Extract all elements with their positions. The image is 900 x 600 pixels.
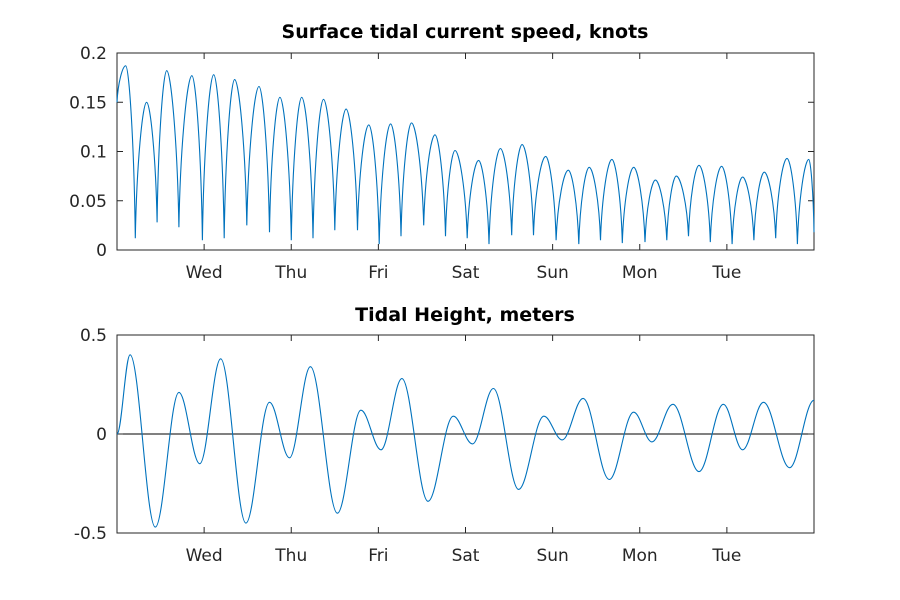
tidal-height-x-tick-label: Fri	[368, 546, 388, 566]
tidal-height-title: Tidal Height, meters	[355, 304, 575, 326]
tidal-height-y-tick-label: -0.5	[74, 524, 107, 544]
tidal-height-y-tick-label: 0	[96, 425, 107, 445]
current-speed-y-tick-labels: 0 0.05 0.1 0.15 0.2	[69, 44, 107, 261]
tidal-height-x-tick-label: Wed	[186, 546, 223, 566]
tidal-height-x-tick-label: Tue	[711, 546, 741, 566]
current-speed-x-tick-label: Mon	[622, 263, 658, 283]
current-speed-panel: Surface tidal current speed, knots Wed Th…	[69, 21, 815, 283]
tidal-height-ticks	[117, 334, 814, 534]
tidal-height-x-tick-labels: Wed Thu Fri Sat Sun Mon Tue	[186, 546, 742, 566]
tidal-height-x-tick-label: Mon	[622, 546, 658, 566]
tidal-height-panel: Tidal Height, meters Wed Thu Fri Sat Sun Mon T…	[74, 304, 815, 566]
current-speed-ticks	[117, 52, 814, 251]
tidal-height-x-tick-label: Sat	[452, 546, 480, 566]
tidal-height-x-tick-label: Sun	[536, 546, 568, 566]
current-speed-series-line	[116, 65, 815, 245]
current-speed-x-tick-label: Sat	[452, 263, 480, 283]
tidal-height-y-tick-label: 0.5	[80, 326, 107, 346]
current-speed-x-tick-label: Thu	[274, 263, 307, 283]
current-speed-y-tick-label: 0.2	[80, 44, 107, 64]
tidal-height-y-tick-labels: -0.5 0 0.5	[74, 326, 107, 544]
tidal-height-series-line	[116, 354, 815, 528]
current-speed-x-tick-label: Tue	[711, 263, 741, 283]
current-speed-y-tick-label: 0.15	[69, 93, 107, 113]
tidal-height-x-tick-label: Thu	[274, 546, 307, 566]
current-speed-title: Surface tidal current speed, knots	[282, 21, 649, 43]
current-speed-x-tick-label: Wed	[186, 263, 223, 283]
current-speed-x-tick-labels: Wed Thu Fri Sat Sun Mon Tue	[186, 263, 742, 283]
current-speed-y-tick-label: 0.05	[69, 192, 107, 212]
current-speed-y-tick-label: 0.1	[80, 143, 107, 163]
current-speed-y-tick-label: 0	[96, 241, 107, 261]
current-speed-x-tick-label: Fri	[368, 263, 388, 283]
current-speed-x-tick-label: Sun	[536, 263, 568, 283]
